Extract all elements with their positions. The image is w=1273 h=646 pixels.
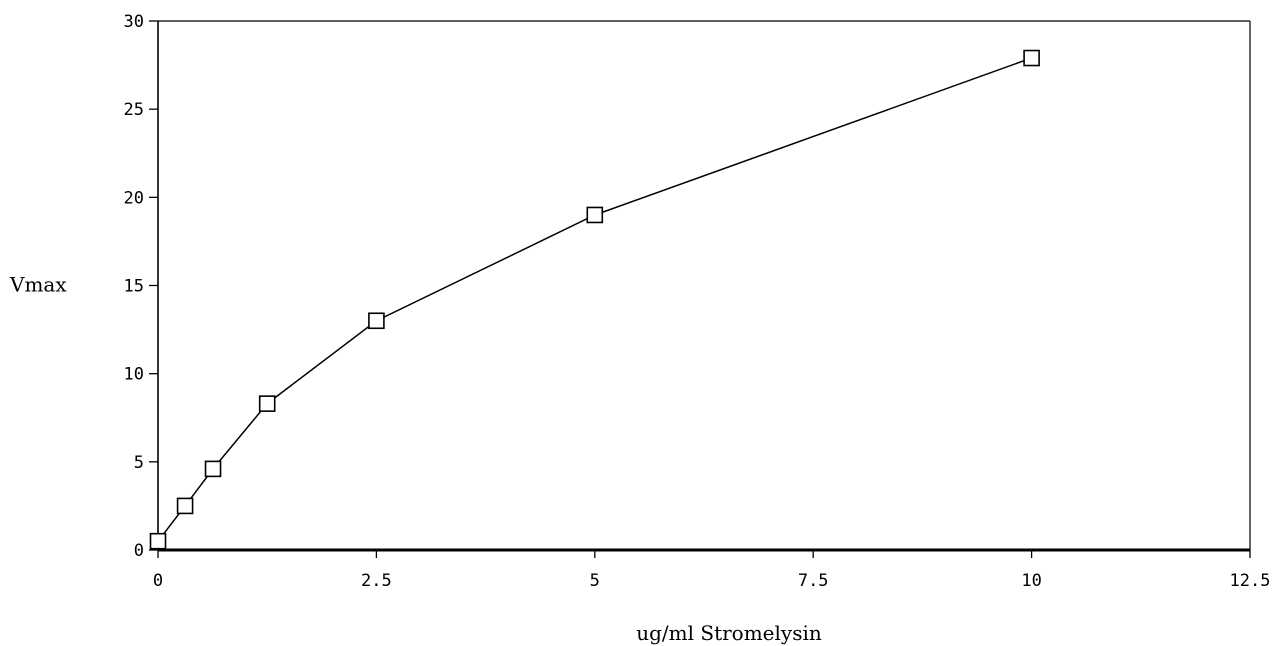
data-point	[204, 460, 222, 478]
y-axis-ticks: 0 5 10 15 20 25 30	[124, 12, 158, 561]
y-tick-label: 0	[134, 541, 144, 561]
data-point	[586, 206, 604, 224]
data-point	[368, 312, 385, 330]
y-tick-label: 10	[124, 365, 144, 385]
data-point	[1023, 49, 1040, 67]
plot-frame	[157, 20, 1251, 552]
series-polyline	[157, 57, 1032, 542]
y-tick-label: 5	[134, 453, 144, 473]
series-markers	[149, 49, 1040, 550]
x-tick-label: 12.5	[1230, 571, 1271, 591]
y-tick-label: 20	[124, 188, 144, 208]
x-tick-label: 2.5	[361, 571, 392, 591]
data-point	[258, 395, 276, 412]
x-tick-label: 10	[1021, 571, 1041, 591]
y-tick-label: 25	[124, 100, 144, 120]
data-point	[176, 497, 194, 515]
x-tick-label: 7.5	[798, 571, 829, 591]
data-point	[149, 532, 167, 550]
y-tick-label: 30	[124, 12, 144, 32]
x-axis-ticks: 0 2.5 5 7.5 10 12.5	[153, 550, 1271, 591]
x-tick-label: 0	[153, 571, 163, 591]
x-tick-label: 5	[590, 571, 600, 591]
x-axis-title: ug/ml Stromelysin	[636, 621, 822, 645]
y-axis-title: Vmax	[9, 273, 67, 297]
series-line	[157, 57, 1032, 542]
y-tick-label: 15	[124, 277, 144, 297]
